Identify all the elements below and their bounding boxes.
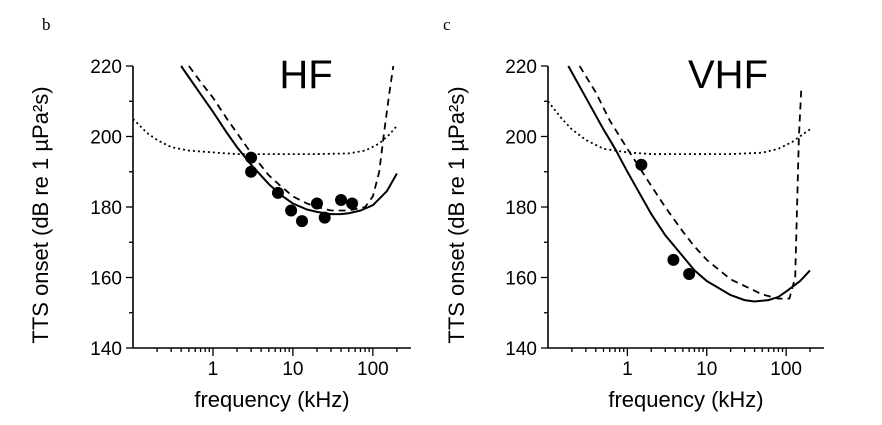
data-point <box>683 267 696 280</box>
panel-title: VHF <box>688 53 768 97</box>
data-point <box>346 197 359 210</box>
y-tick-label: 200 <box>90 128 122 149</box>
y-tick-label: 140 <box>505 339 537 360</box>
y-tick-label: 160 <box>505 269 537 290</box>
x-tick-label: 1 <box>208 359 219 380</box>
series-line-solid <box>180 65 398 216</box>
data-point <box>296 215 309 228</box>
panel-label: c <box>443 15 451 34</box>
y-tick-label: 180 <box>90 198 122 219</box>
data-point <box>285 204 298 217</box>
y-tick-label: 220 <box>505 57 537 78</box>
x-tick-label: 10 <box>696 359 717 380</box>
y-tick-label: 180 <box>505 198 537 219</box>
x-axis-label: frequency (kHz) <box>194 387 349 412</box>
data-point <box>310 197 323 210</box>
y-tick-label: 140 <box>90 339 122 360</box>
series-line-solid <box>567 65 811 303</box>
series-line-dashed <box>578 65 803 300</box>
series-line-dashed <box>188 65 395 212</box>
data-point <box>318 211 331 224</box>
panel-title: HF <box>279 53 332 97</box>
data-point <box>271 186 284 199</box>
data-point <box>245 151 258 164</box>
chart-panel-b: b HF 140 160 180 200 220 1 10 100 frequency (kHz) T… <box>28 15 411 412</box>
x-tick-label: 100 <box>357 359 389 380</box>
y-tick-label: 160 <box>90 269 122 290</box>
x-tick-label: 1 <box>622 359 633 380</box>
y-tick-label: 200 <box>505 128 537 149</box>
x-tick-label: 10 <box>282 359 303 380</box>
y-axis-label: TTS onset (dB re 1 µPa²s) <box>444 86 469 343</box>
data-point <box>245 165 258 178</box>
panel-label: b <box>42 15 51 34</box>
data-point <box>335 193 348 206</box>
data-point <box>667 253 680 266</box>
series-line-dotted <box>547 100 811 156</box>
y-axis-label: TTS onset (dB re 1 µPa²s) <box>28 86 53 343</box>
y-tick-label: 220 <box>90 57 122 78</box>
x-tick-label: 100 <box>770 359 802 380</box>
chart-panel-c: c VHF 140 160 180 200 220 1 10 100 frequency (kHz)… <box>443 15 824 412</box>
x-axis-label: frequency (kHz) <box>608 387 763 412</box>
series-line-dotted <box>132 118 398 156</box>
data-point <box>635 158 648 171</box>
